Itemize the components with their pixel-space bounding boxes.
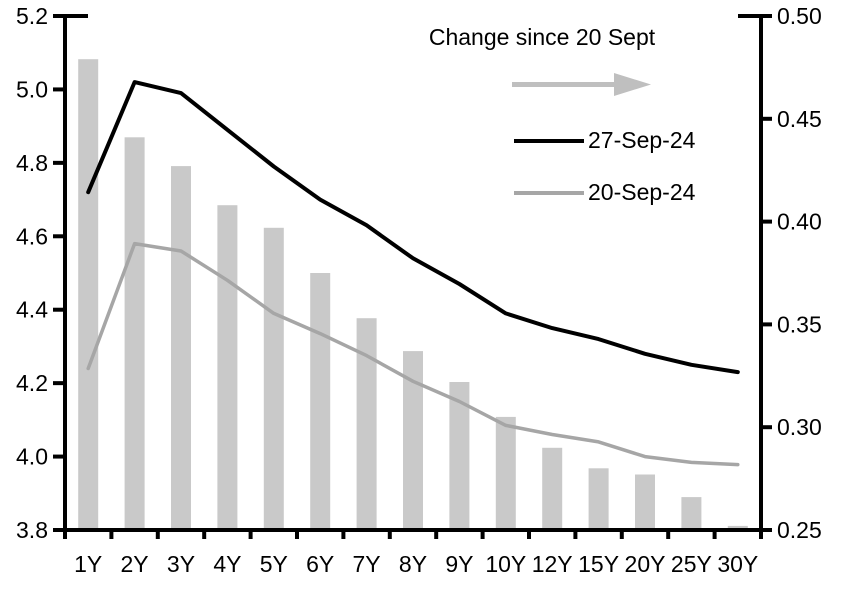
bar-9Y [449, 382, 470, 530]
x-axis-category-label: 4Y [213, 551, 241, 577]
series-line-27-sep-24 [86, 80, 740, 375]
left-axis: 5.2 5.0 4.8 4.6 4.4 4.2 4.0 3.8 [16, 3, 88, 543]
left-axis-tick-label: 4.0 [16, 444, 48, 470]
bar-20Y [635, 474, 655, 530]
x-axis: 1Y 2Y 3Y 4Y 5Y 6Y 7Y 8Y 9Y 10Y 12Y 15Y 20Y 25Y 30Y [63, 528, 767, 577]
x-axis-category-label: 6Y [306, 551, 334, 577]
right-axis-tick-label: 0.40 [777, 209, 822, 235]
x-axis-category-label: 9Y [445, 551, 473, 577]
bars-change-series [78, 59, 748, 531]
left-axis-tick-label: 5.2 [16, 3, 48, 29]
left-axis-tick-label: 3.8 [16, 517, 48, 543]
bar-10Y [495, 416, 516, 530]
series-line-20-sep-24 [86, 241, 740, 467]
bar-8Y [403, 351, 423, 530]
bar-30Y [727, 525, 748, 530]
x-axis-category-label: 1Y [74, 551, 102, 577]
bar-1Y [78, 59, 99, 530]
bar-25Y [681, 497, 702, 530]
x-axis-category-label: 7Y [353, 551, 381, 577]
left-axis-tick-label: 4.6 [16, 223, 48, 249]
bar-3Y [171, 166, 191, 530]
x-axis-category-label: 2Y [121, 551, 149, 577]
left-axis-tick-label: 4.2 [16, 370, 48, 396]
right-axis-tick-label: 0.35 [777, 311, 822, 337]
bar-15Y [588, 468, 609, 530]
x-axis-category-label: 12Y [532, 551, 573, 577]
x-axis-category-label: 20Y [625, 551, 666, 577]
right-axis-tick-label: 0.45 [777, 106, 822, 132]
right-axis: 0.50 0.45 0.40 0.35 0.30 0.25 [738, 3, 822, 543]
right-axis-tick-label: 0.30 [777, 414, 822, 440]
x-axis-category-label: 5Y [260, 551, 288, 577]
left-axis-tick-label: 4.8 [16, 150, 48, 176]
bar-2Y [124, 137, 145, 531]
bar-5Y [263, 227, 284, 531]
bar-6Y [310, 273, 331, 530]
bar-4Y [217, 205, 238, 530]
x-axis-category-label: 10Y [485, 551, 526, 577]
x-axis-category-label: 3Y [167, 551, 195, 577]
left-axis-tick-label: 4.4 [16, 297, 48, 323]
x-axis-category-label: 15Y [578, 551, 619, 577]
x-axis-category-label: 30Y [717, 551, 758, 577]
right-axis-tick-label: 0.50 [777, 3, 822, 29]
bar-12Y [542, 447, 563, 530]
right-axis-tick-label: 0.25 [777, 517, 822, 543]
bar-7Y [356, 318, 377, 530]
x-axis-category-label: 25Y [671, 551, 712, 577]
left-axis-tick-label: 5.0 [16, 76, 48, 102]
x-axis-category-label: 8Y [399, 551, 427, 577]
